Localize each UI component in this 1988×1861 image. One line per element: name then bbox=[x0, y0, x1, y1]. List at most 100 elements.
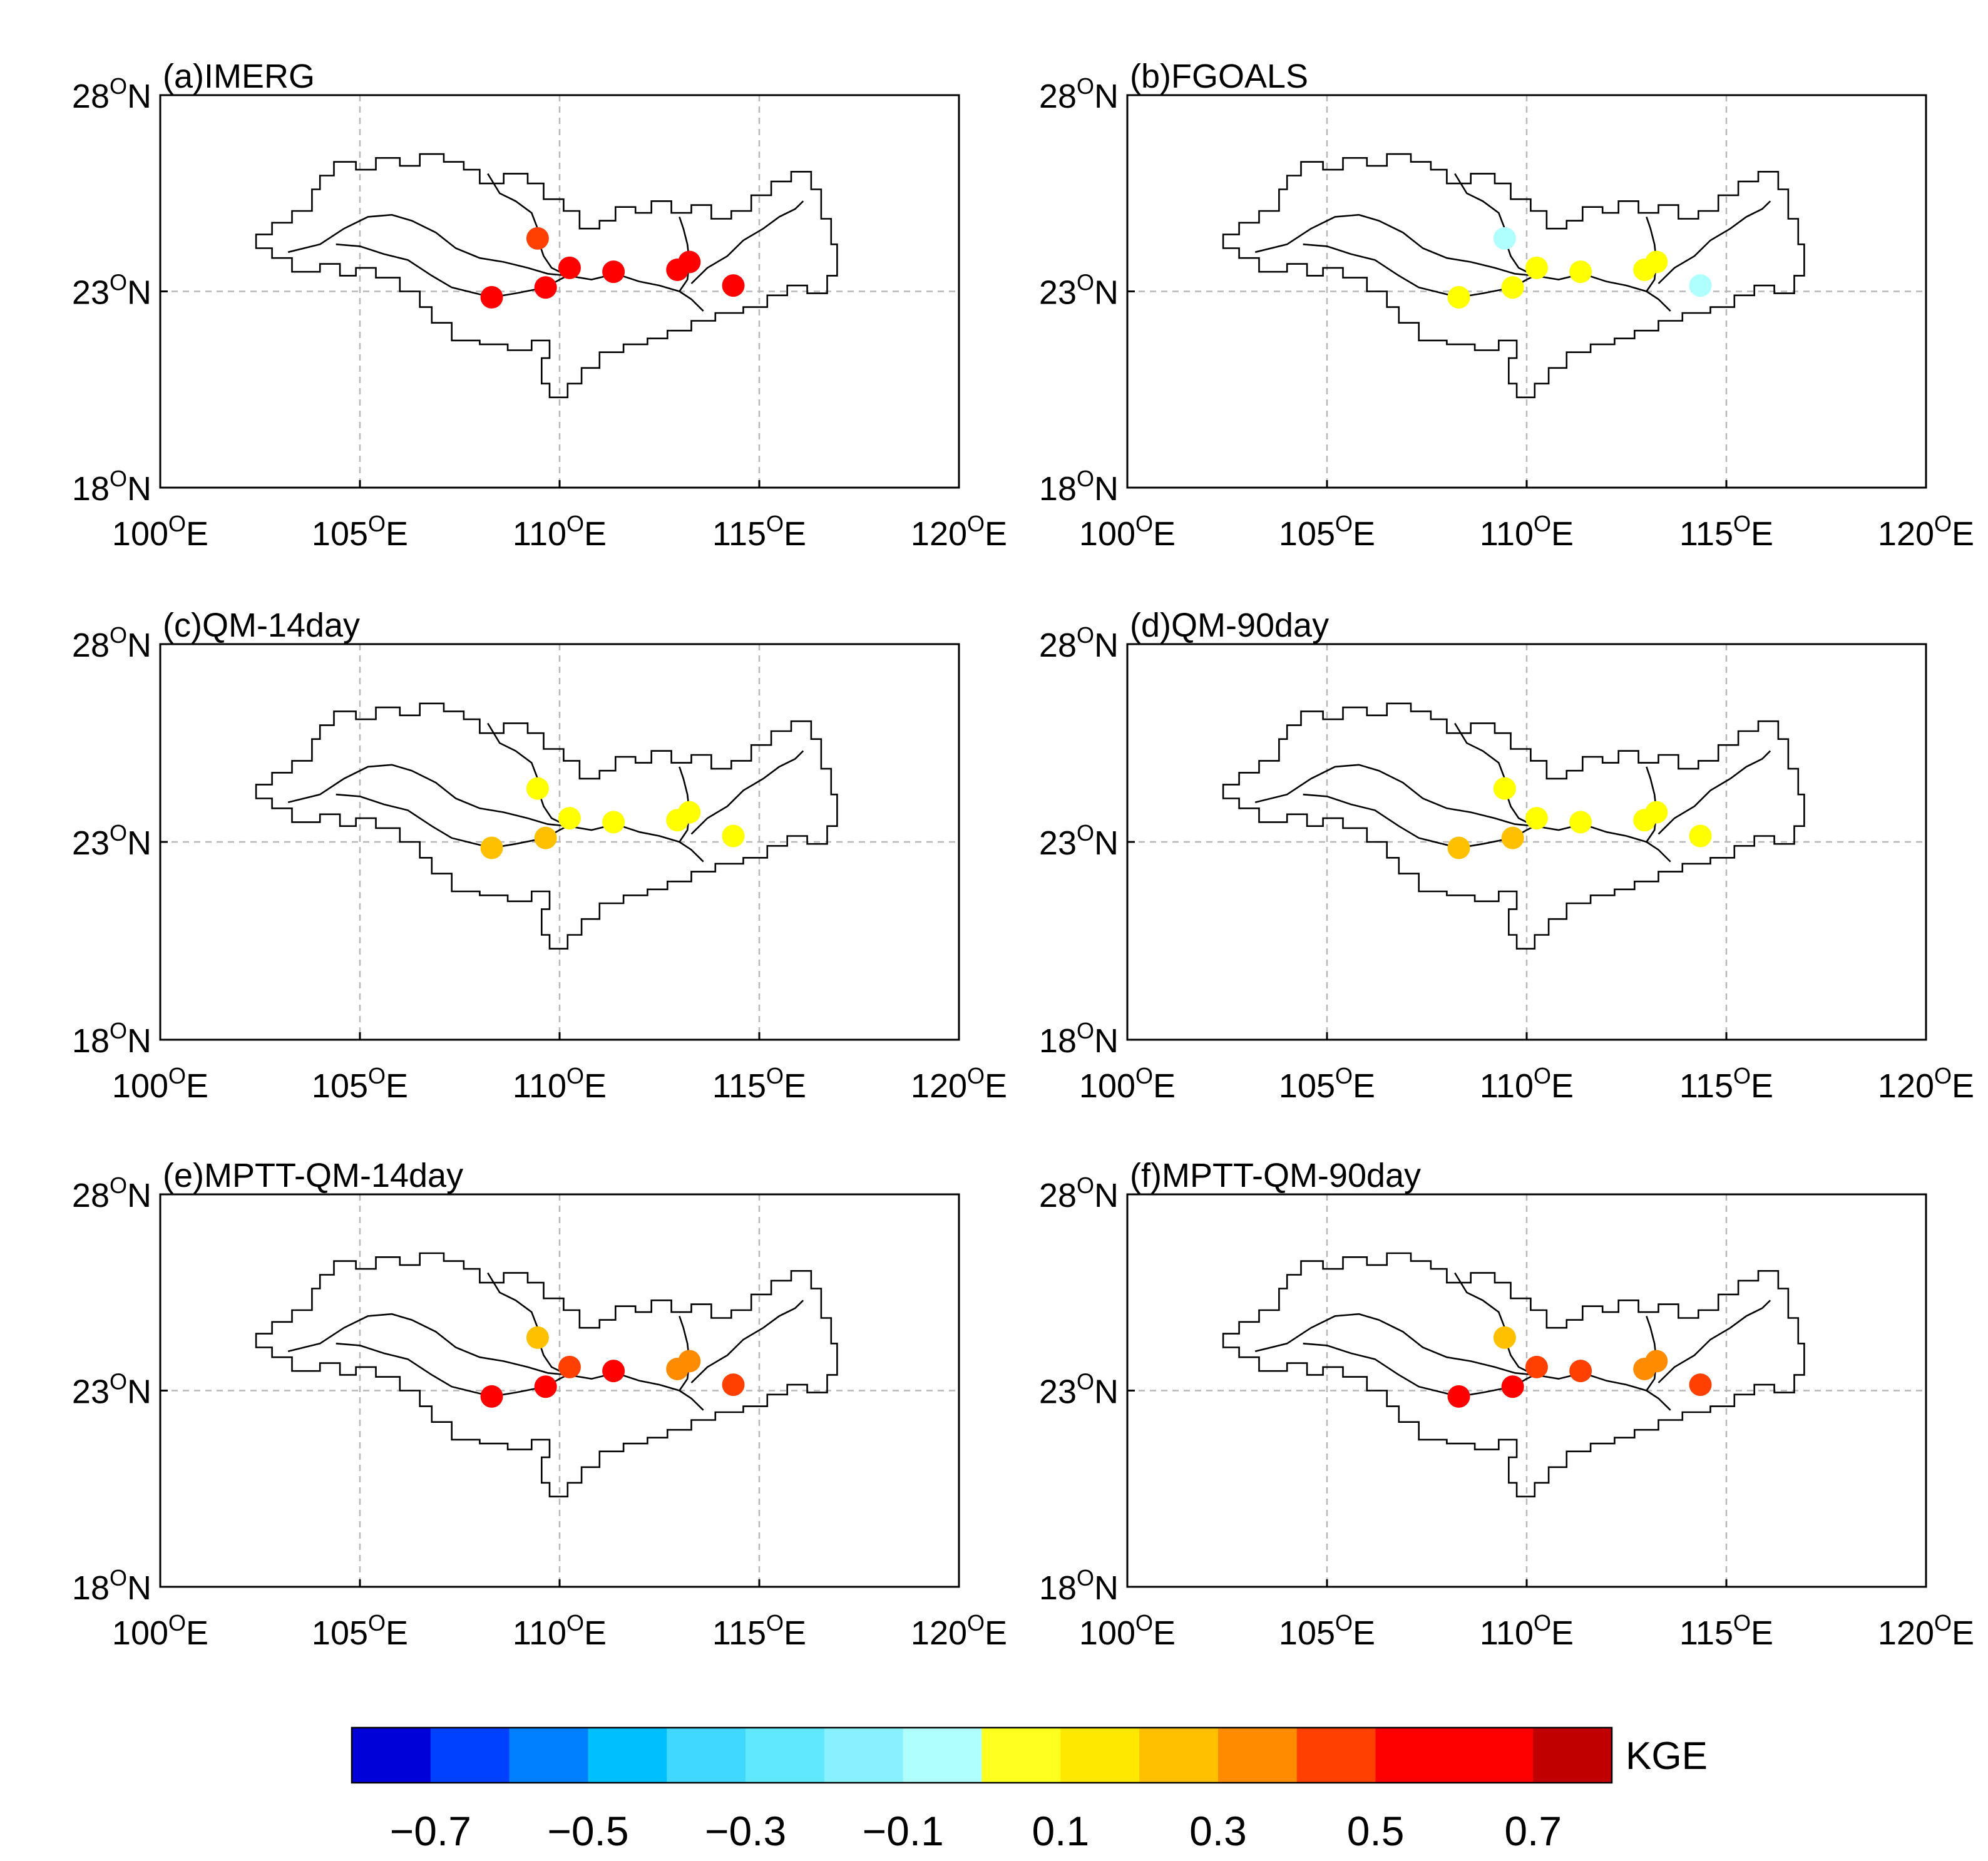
x-tick-label: 105OE bbox=[312, 1063, 408, 1105]
river-4 bbox=[690, 750, 804, 835]
station-marker bbox=[1645, 250, 1668, 274]
colorbar-swatch bbox=[824, 1728, 904, 1783]
x-tick-label: 115OE bbox=[712, 1610, 806, 1652]
colorbar-tick-label: 0.3 bbox=[1189, 1808, 1247, 1854]
station-marker bbox=[534, 276, 557, 299]
x-tick-label: 120OE bbox=[1878, 1610, 1974, 1652]
y-tick-label: 18ON bbox=[1039, 1565, 1119, 1607]
y-tick-label: 23ON bbox=[72, 820, 151, 862]
colorbar-title: KGE bbox=[1626, 1735, 1708, 1778]
station-marker bbox=[602, 260, 625, 284]
x-tick-label: 105OE bbox=[312, 1610, 408, 1652]
station-marker bbox=[1501, 826, 1524, 849]
station-marker bbox=[558, 807, 581, 830]
river-1 bbox=[287, 213, 704, 312]
x-tick-label: 120OE bbox=[911, 1610, 1007, 1652]
station-marker bbox=[1447, 285, 1470, 309]
station-marker bbox=[678, 250, 701, 274]
colorbar: −0.7 −0.5 −0.3 −0.1 0.1 0.3 0.5 0.7 KGE bbox=[351, 1726, 1708, 1854]
y-tick-label: 23ON bbox=[72, 1369, 151, 1411]
colorbar-tick-label: 0.1 bbox=[1032, 1808, 1089, 1854]
colorbar-swatch bbox=[1533, 1728, 1612, 1783]
station-marker bbox=[1501, 1375, 1524, 1398]
x-tick-label: 115OE bbox=[712, 511, 806, 553]
station-marker bbox=[1525, 256, 1548, 279]
river-1 bbox=[287, 764, 704, 863]
x-tick-label: 100OE bbox=[112, 511, 208, 553]
x-tick-label: 115OE bbox=[1679, 1610, 1773, 1652]
colorbar-tick-label: 0.7 bbox=[1504, 1808, 1562, 1854]
map-panel-c: 100OE 105OE 110OE 115OE 120OE 28ON 23ON 18ON (c)… bbox=[72, 607, 1007, 1105]
colorbar-tick-label: −0.1 bbox=[863, 1808, 944, 1854]
station-marker bbox=[678, 801, 701, 824]
station-marker bbox=[1569, 811, 1592, 834]
station-marker bbox=[1525, 807, 1548, 830]
basin-boundary bbox=[255, 1252, 838, 1498]
station-marker bbox=[558, 256, 581, 279]
x-tick-label: 110OE bbox=[513, 511, 607, 553]
map-panel-a: 100OE 105OE 110OE 115OE 120OE 28ON 23ON 18ON (a)… bbox=[72, 58, 1007, 553]
colorbar-swatch bbox=[903, 1728, 983, 1783]
river-4 bbox=[1658, 750, 1771, 835]
x-tick-label: 100OE bbox=[1079, 1610, 1176, 1652]
basin-boundary bbox=[255, 702, 838, 950]
y-tick-label: 23ON bbox=[72, 270, 151, 312]
x-tick-label: 115OE bbox=[1679, 1063, 1773, 1105]
y-tick-label: 28ON bbox=[1039, 1172, 1119, 1214]
y-tick-label: 28ON bbox=[1039, 622, 1119, 664]
colorbar-swatch bbox=[1454, 1728, 1534, 1783]
station-marker bbox=[602, 1360, 625, 1383]
station-marker bbox=[1493, 227, 1516, 250]
colorbar-swatch bbox=[509, 1728, 589, 1783]
y-tick-label: 23ON bbox=[1039, 1369, 1119, 1411]
map-panel-b: 100OE 105OE 110OE 115OE 120OE 28ON 23ON 18ON (b)… bbox=[1039, 58, 1974, 553]
station-marker bbox=[480, 285, 503, 309]
colorbar-swatch bbox=[1139, 1728, 1219, 1783]
station-marker bbox=[480, 1385, 503, 1408]
map-panel-d: 100OE 105OE 110OE 115OE 120OE 28ON 23ON 18ON (d)… bbox=[1039, 607, 1974, 1105]
x-tick-label: 110OE bbox=[513, 1063, 607, 1105]
x-tick-label: 100OE bbox=[1079, 1063, 1176, 1105]
colorbar-tick-label: 0.5 bbox=[1347, 1808, 1405, 1854]
x-tick-label: 100OE bbox=[112, 1063, 208, 1105]
x-tick-label: 115OE bbox=[712, 1063, 806, 1105]
station-marker bbox=[722, 1373, 745, 1397]
y-tick-label: 28ON bbox=[1039, 73, 1119, 115]
colorbar-swatch bbox=[1375, 1728, 1455, 1783]
colorbar-tick-label: −0.3 bbox=[705, 1808, 786, 1854]
station-marker bbox=[526, 1326, 549, 1349]
station-marker bbox=[678, 1350, 701, 1373]
colorbar-frame bbox=[351, 1726, 1613, 1784]
x-tick-label: 105OE bbox=[1279, 1610, 1375, 1652]
station-marker bbox=[480, 836, 503, 859]
river-4 bbox=[690, 200, 804, 284]
basin-boundary bbox=[1222, 153, 1805, 399]
x-tick-label: 105OE bbox=[1279, 1063, 1375, 1105]
station-marker bbox=[1645, 1350, 1668, 1373]
station-marker bbox=[1525, 1355, 1548, 1378]
y-tick-label: 18ON bbox=[1039, 466, 1119, 508]
river-1 bbox=[1254, 213, 1671, 312]
x-tick-label: 110OE bbox=[513, 1610, 607, 1652]
x-tick-label: 120OE bbox=[911, 511, 1007, 553]
station-marker bbox=[526, 777, 549, 800]
station-marker bbox=[558, 1355, 581, 1378]
colorbar-swatch bbox=[745, 1728, 825, 1783]
panel-title: (b)FGOALS bbox=[1130, 58, 1308, 95]
river-4 bbox=[1658, 200, 1771, 284]
station-marker bbox=[534, 826, 557, 849]
colorbar-swatch bbox=[352, 1728, 431, 1783]
basin-boundary bbox=[1222, 702, 1805, 950]
map-panel-f: 100OE 105OE 110OE 115OE 120OE 28ON 23ON 18ON (f)… bbox=[1039, 1157, 1974, 1652]
y-tick-label: 23ON bbox=[1039, 270, 1119, 312]
x-tick-label: 120OE bbox=[1878, 511, 1974, 553]
x-tick-label: 120OE bbox=[1878, 1063, 1974, 1105]
panel-title: (f)MPTT-QM-90day bbox=[1130, 1157, 1421, 1194]
station-marker bbox=[1569, 1360, 1592, 1383]
y-tick-label: 18ON bbox=[72, 1018, 151, 1060]
basin-boundary bbox=[1222, 1252, 1805, 1498]
y-tick-label: 18ON bbox=[1039, 1018, 1119, 1060]
y-tick-label: 18ON bbox=[72, 1565, 151, 1607]
colorbar-swatch bbox=[1217, 1728, 1298, 1783]
